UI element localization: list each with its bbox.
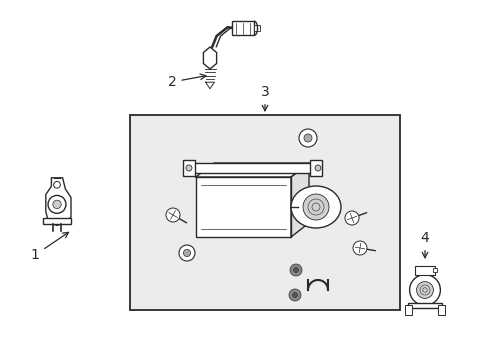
Circle shape <box>183 249 190 257</box>
Bar <box>191 163 313 173</box>
Circle shape <box>352 241 366 255</box>
Bar <box>130 115 399 310</box>
Bar <box>405 305 411 315</box>
Bar <box>407 303 441 308</box>
Circle shape <box>48 195 66 213</box>
Circle shape <box>304 134 311 142</box>
Bar <box>183 160 195 176</box>
Circle shape <box>345 211 358 225</box>
Text: 2: 2 <box>167 74 205 89</box>
Circle shape <box>409 275 440 305</box>
Bar <box>196 177 290 237</box>
Circle shape <box>179 245 195 261</box>
Text: 1: 1 <box>30 232 68 262</box>
Circle shape <box>289 264 302 276</box>
Circle shape <box>53 200 61 208</box>
Ellipse shape <box>290 186 340 228</box>
Polygon shape <box>290 163 308 237</box>
Bar <box>43 219 71 224</box>
Circle shape <box>314 165 320 171</box>
Bar <box>253 26 259 31</box>
Circle shape <box>298 129 316 147</box>
Text: 4: 4 <box>420 231 428 258</box>
Bar <box>432 268 436 273</box>
Circle shape <box>416 282 432 298</box>
Circle shape <box>185 165 192 171</box>
Bar <box>437 305 444 315</box>
Polygon shape <box>196 163 308 177</box>
Bar <box>231 21 253 35</box>
Circle shape <box>292 293 297 297</box>
Polygon shape <box>46 178 71 225</box>
Text: 3: 3 <box>260 85 269 111</box>
Circle shape <box>54 181 60 188</box>
Circle shape <box>288 289 301 301</box>
Bar <box>309 160 321 176</box>
Circle shape <box>303 194 328 220</box>
Polygon shape <box>205 82 214 89</box>
Circle shape <box>293 267 298 273</box>
Bar <box>414 266 434 275</box>
Circle shape <box>165 208 180 222</box>
Polygon shape <box>203 47 216 69</box>
